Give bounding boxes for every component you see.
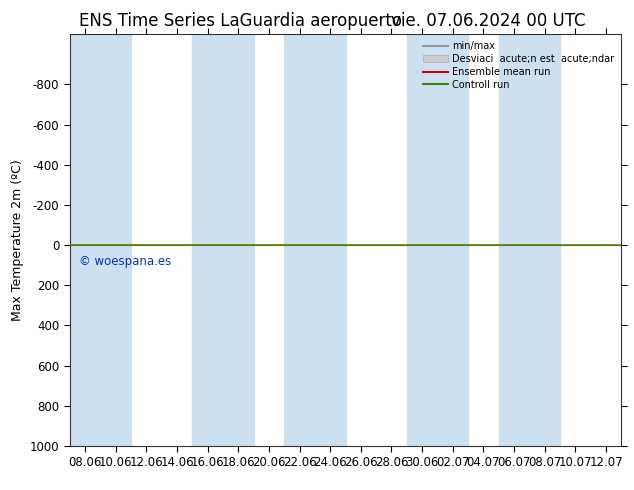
- Bar: [499, 34, 560, 446]
- Bar: [284, 34, 346, 446]
- Bar: [407, 34, 468, 446]
- Legend: min/max, Desviaci  acute;n est  acute;ndar, Ensemble mean run, Controll run: min/max, Desviaci acute;n est acute;ndar…: [419, 37, 618, 94]
- Text: ENS Time Series LaGuardia aeropuerto: ENS Time Series LaGuardia aeropuerto: [79, 12, 403, 30]
- Text: © woespana.es: © woespana.es: [79, 255, 171, 268]
- Text: vie. 07.06.2024 00 UTC: vie. 07.06.2024 00 UTC: [391, 12, 585, 30]
- Y-axis label: Max Temperature 2m (ºC): Max Temperature 2m (ºC): [11, 159, 24, 321]
- Bar: [192, 34, 254, 446]
- Bar: [70, 34, 131, 446]
